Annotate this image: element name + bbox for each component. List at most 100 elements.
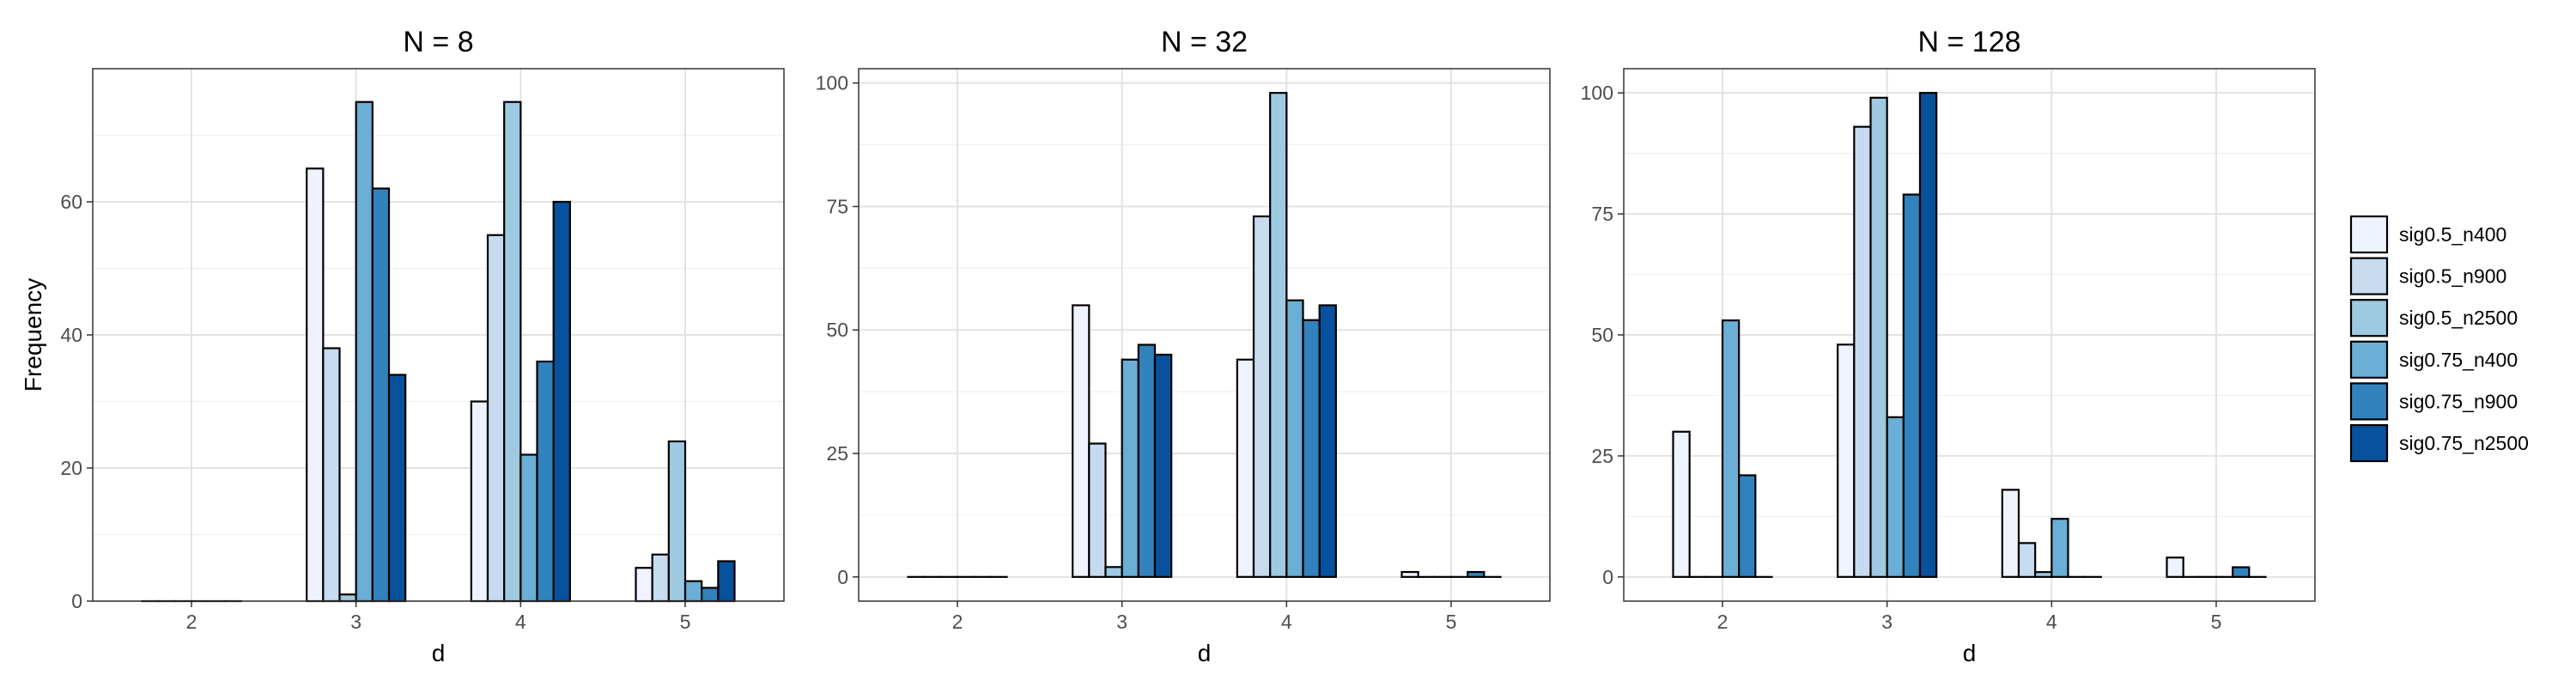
- legend-key: [2349, 423, 2389, 463]
- bar: [1721, 319, 1741, 578]
- x-tick-label: 5: [1446, 611, 1457, 633]
- y-tick-label: 75: [1591, 203, 1613, 225]
- legend-key: [2349, 257, 2389, 295]
- bar: [667, 440, 687, 603]
- y-tick-label: 0: [1602, 566, 1613, 588]
- x-tick-label: 5: [2211, 611, 2222, 633]
- bar: [701, 587, 720, 603]
- y-tick-label: 75: [826, 195, 848, 217]
- x-tick-label: 2: [186, 611, 197, 633]
- y-tick-label: 0: [71, 590, 82, 612]
- bar: [1088, 442, 1107, 578]
- bar: [1400, 570, 1419, 578]
- panel-2: N = 32 0 25 50 75 100 2 3 4 5 d: [816, 26, 1551, 666]
- y-tick-label: 0: [837, 566, 848, 588]
- bar: [1886, 416, 1905, 578]
- x-tick-label: 3: [1881, 611, 1893, 633]
- legend-key: [2349, 340, 2389, 379]
- bar: [1853, 125, 1872, 578]
- bar: [1153, 353, 1173, 578]
- bar: [486, 234, 506, 603]
- bar: [338, 593, 357, 603]
- legend-key: [2349, 382, 2389, 421]
- y-tick-label: 25: [1591, 445, 1613, 467]
- bar: [1318, 304, 1337, 578]
- bar: [1236, 358, 1255, 578]
- legend-label: sig0.5_n900: [2399, 265, 2506, 288]
- bar: [1104, 566, 1123, 578]
- panel-title: N = 8: [403, 26, 473, 58]
- x-tick-label: 4: [2046, 611, 2057, 633]
- y-tick-label: 50: [1591, 324, 1613, 346]
- legend-key: [2349, 299, 2389, 337]
- legend-label: sig0.75_n400: [2399, 349, 2518, 371]
- bar: [1918, 92, 1938, 578]
- bar: [355, 100, 374, 603]
- bar: [306, 167, 325, 603]
- panel-border: [92, 68, 785, 602]
- x-axis-label: d: [432, 640, 446, 666]
- bar: [1302, 319, 1321, 578]
- legend-label: sig0.5_n400: [2399, 223, 2506, 246]
- y-axis-label: Frequency: [20, 278, 46, 392]
- panel-border: [858, 68, 1551, 602]
- bar: [683, 580, 703, 603]
- bar: [1285, 299, 1304, 578]
- bar: [1121, 358, 1139, 578]
- bar: [371, 187, 391, 603]
- panel-border: [1623, 68, 2316, 602]
- x-axis-label: d: [1198, 640, 1212, 666]
- bar: [1072, 304, 1091, 578]
- bar: [1738, 474, 1757, 578]
- bar: [651, 553, 670, 603]
- panel-title: N = 128: [1917, 26, 2020, 58]
- panel-1: N = 8 0 20 40 60 2 3 4 5 d: [60, 26, 785, 666]
- bar: [1902, 193, 1922, 578]
- bar: [519, 453, 538, 603]
- bar: [1467, 570, 1485, 578]
- y-tick-label: 25: [826, 442, 848, 465]
- bar: [1672, 430, 1691, 578]
- bar: [2232, 566, 2251, 578]
- bar: [1252, 215, 1272, 578]
- legend-label: sig0.75_n2500: [2399, 432, 2529, 454]
- x-tick-label: 5: [680, 611, 691, 633]
- bar: [1269, 92, 1288, 578]
- bar: [2166, 556, 2184, 578]
- legend: sig0.5_n400 sig0.5_n900 sig0.5_n2500 sig0.7…: [2349, 215, 2529, 463]
- x-axis-label: d: [1963, 640, 1977, 666]
- x-tick-label: 4: [515, 611, 526, 633]
- x-tick-label: 2: [952, 611, 963, 633]
- bar: [2050, 518, 2069, 578]
- bar: [503, 100, 522, 603]
- bar: [322, 347, 341, 603]
- y-tick-label: 100: [816, 72, 848, 94]
- y-tick-label: 100: [1581, 82, 1613, 104]
- bar: [536, 360, 555, 603]
- bar: [2017, 542, 2037, 578]
- legend-key: [2349, 215, 2389, 254]
- panel-3: N = 128 0 25 50 75 100 2 3 4 5 d: [1581, 26, 2316, 666]
- bar: [552, 200, 571, 603]
- bar: [1837, 344, 1856, 578]
- y-tick-label: 50: [826, 319, 848, 341]
- y-tick-label: 40: [60, 324, 82, 346]
- x-tick-label: 2: [1717, 611, 1728, 633]
- bar: [635, 567, 653, 603]
- x-tick-label: 4: [1281, 611, 1292, 633]
- x-tick-label: 3: [1116, 611, 1127, 633]
- bar: [387, 374, 407, 603]
- panel-title: N = 32: [1161, 26, 1248, 58]
- legend-label: sig0.75_n900: [2399, 390, 2518, 412]
- bar: [717, 560, 736, 603]
- bar: [2001, 489, 2020, 578]
- y-tick-label: 20: [60, 457, 82, 479]
- bar: [1869, 96, 1888, 578]
- bar: [1137, 344, 1157, 578]
- y-tick-label: 60: [60, 191, 82, 213]
- legend-label: sig0.5_n2500: [2399, 307, 2518, 329]
- bar: [470, 400, 489, 603]
- x-tick-label: 3: [350, 611, 361, 633]
- bar: [2034, 571, 2053, 578]
